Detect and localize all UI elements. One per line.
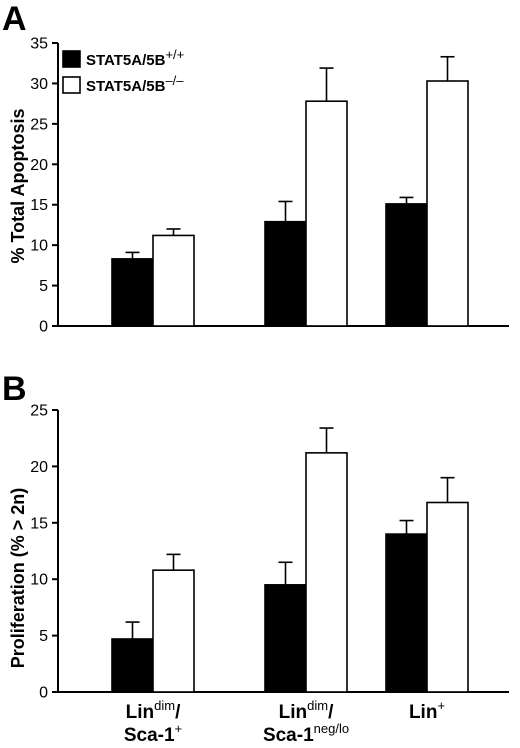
legend-label-sup: –/– [165, 73, 184, 88]
legend-label: STAT5A/5B+/+ [86, 47, 184, 69]
panel-a-y-tick-label: 20 [30, 157, 48, 174]
panel-a-y-tick-label: 10 [30, 238, 48, 255]
category-label-base: Lin [126, 702, 155, 723]
legend-label-sup: +/+ [165, 47, 184, 62]
legend-label-base: STAT5A/5B [86, 52, 166, 69]
category-label-line1: Lin+ [409, 698, 445, 723]
category-label-base: Sca-1 [263, 725, 314, 746]
category-label-line1: Lindim/ [279, 698, 334, 723]
panel-b-plot: 0 5 10 15 20 25 [30, 403, 509, 702]
legend-swatch [62, 76, 81, 94]
panel-a-y-tick-label: 0 [39, 319, 48, 336]
panel-a-y-tick-label: 25 [30, 116, 48, 133]
panel-a-bar-wild-type [111, 258, 154, 327]
panel-a-plot: 0 5 10 15 20 25 30 35 [30, 36, 509, 336]
category-label-base: Sca-1 [124, 725, 175, 746]
panel-a-y-tick-label: 30 [30, 76, 48, 93]
panel-b-bar-knockout [305, 452, 348, 693]
category-label-line2: Sca-1+ [124, 721, 182, 746]
panel-b-y-tick-label: 25 [30, 403, 48, 420]
panel-a-bar-wild-type [385, 203, 428, 327]
category-label-sup: dim [307, 698, 328, 713]
panel-a-bar-knockout [305, 100, 348, 327]
legend-label-base: STAT5A/5B [86, 78, 166, 95]
legend-label: STAT5A/5B–/– [86, 73, 184, 95]
category-label-base: Lin [409, 702, 438, 723]
panel-b-letter: B [2, 370, 27, 408]
panel-b-bar-wild-type [385, 533, 428, 693]
panel-b-y-tick-label: 10 [30, 572, 48, 589]
category-label-sup: + [175, 721, 183, 736]
legend-swatch [62, 50, 81, 68]
category-label-line1: Lindim/ [126, 698, 181, 723]
category-label-base: Lin [279, 702, 308, 723]
panel-b-bar-wild-type [111, 638, 154, 693]
category-label-sup: dim [154, 698, 175, 713]
panel-b-y-tick-label: 20 [30, 459, 48, 476]
panel-a-letter: A [2, 0, 27, 38]
panel-b-y-axis-label: Proliferation (% > 2n) [8, 488, 28, 669]
panel-a-bar-knockout [426, 80, 469, 327]
panel-a-y-axis-label: % Total Apoptosis [8, 109, 28, 264]
panel-a-y-tick-label: 35 [30, 36, 48, 53]
panel-a-bar-wild-type [264, 220, 307, 327]
panel-b-y-tick-label: 5 [39, 628, 48, 645]
category-label-sup: + [437, 698, 445, 713]
category-label-tail: / [175, 702, 181, 723]
category-label-sup: neg/lo [314, 721, 349, 736]
panel-b-bar-knockout [426, 501, 469, 693]
panel-a-y-tick-label: 15 [30, 197, 48, 214]
panel-a-bar-knockout [152, 234, 195, 327]
panel-b-y-tick-label: 0 [39, 685, 48, 702]
category-label-line2: Sca-1neg/lo [263, 721, 349, 746]
panel-a-y-tick-label: 5 [39, 278, 48, 295]
panel-b-bar-knockout [152, 569, 195, 693]
panel-b-y-tick-label: 15 [30, 515, 48, 532]
legend: STAT5A/5B+/+STAT5A/5B–/– [62, 47, 184, 95]
panel-b-bar-wild-type [264, 584, 307, 693]
category-label-tail: / [328, 702, 334, 723]
